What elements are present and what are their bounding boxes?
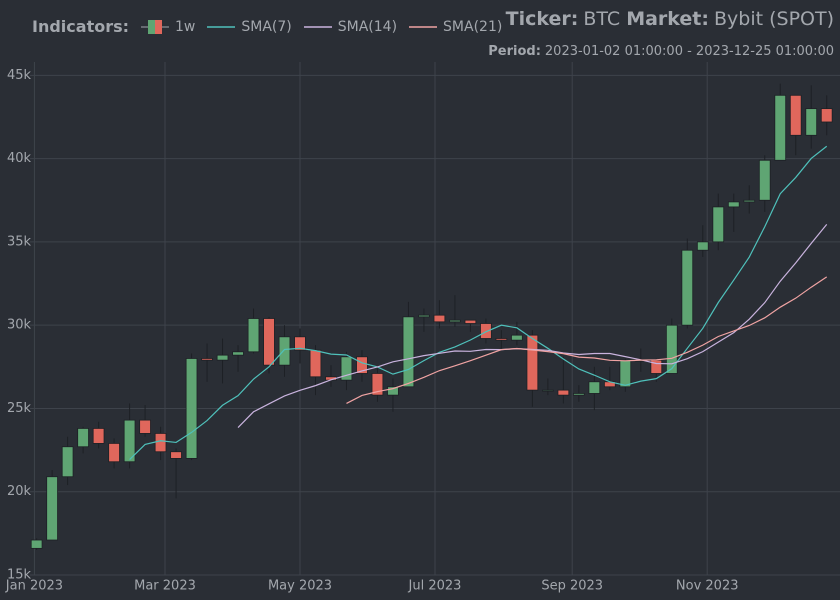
- candle-body: [139, 419, 151, 434]
- legend-swatch: [148, 19, 156, 34]
- candle-body: [480, 323, 492, 339]
- x-tick-label: May 2023: [268, 579, 332, 594]
- candle-body: [263, 318, 275, 366]
- sma-line: [129, 145, 828, 460]
- candle-body: [789, 94, 802, 136]
- legend-item[interactable]: SMA(7): [207, 18, 292, 35]
- candle-body: [418, 314, 430, 318]
- legend-item[interactable]: 1w: [141, 19, 195, 35]
- y-tick-label: 30k: [7, 318, 32, 333]
- candle-body: [774, 94, 787, 161]
- candle-body: [433, 314, 446, 323]
- legend-icon: [409, 25, 438, 28]
- candle-body: [820, 108, 833, 123]
- candle-body: [557, 389, 570, 396]
- candle-body: [805, 108, 818, 136]
- title-value: Bybit (SPOT): [713, 8, 834, 30]
- title-value: BTC: [583, 8, 621, 30]
- legend: Indicators: 1w SMA(7) SMA(14) SMA(21): [32, 17, 514, 36]
- x-tick-label: Nov 2023: [676, 579, 739, 594]
- candle-body: [371, 373, 384, 396]
- legend-swatch: [155, 19, 163, 34]
- candle-body: [340, 356, 353, 381]
- candle-body: [665, 324, 678, 374]
- y-tick-label: 35k: [7, 234, 32, 249]
- candle-body: [712, 206, 725, 243]
- candle-body: [696, 241, 709, 251]
- candle-body: [30, 539, 43, 549]
- candle-body: [511, 334, 523, 341]
- legend-label: 1w: [175, 18, 196, 35]
- y-tick-label: 25k: [7, 401, 32, 416]
- candle-body: [201, 358, 213, 361]
- candle-body: [573, 393, 585, 396]
- legend-icon: [303, 25, 332, 28]
- candles: [30, 83, 833, 551]
- candle-body: [154, 433, 167, 453]
- legend-item[interactable]: SMA(21): [409, 19, 502, 35]
- y-tick-label: 20k: [7, 484, 32, 499]
- candle-body: [526, 334, 539, 391]
- candle-body: [542, 389, 554, 392]
- candle-body: [247, 318, 260, 353]
- candle-body: [232, 351, 244, 356]
- candle-body: [278, 336, 291, 366]
- x-tick-label: Sep 2023: [541, 579, 603, 594]
- candle-body: [309, 349, 322, 378]
- candle-body: [727, 201, 740, 208]
- candle-body: [92, 428, 105, 444]
- chart-title: Ticker: BTC Market: Bybit (SPOT): [506, 8, 834, 30]
- subtitle: Period: 2023-01-02 01:00:00 - 2023-12-25 …: [488, 44, 834, 59]
- candle-body: [46, 476, 58, 541]
- candle-body: [743, 199, 756, 203]
- sma-line: [346, 276, 828, 404]
- y-tick-label: 40k: [7, 151, 32, 166]
- legend-label: SMA(21): [443, 18, 503, 35]
- candle-body: [185, 358, 198, 459]
- candle-body: [216, 354, 229, 361]
- legend-icon: [141, 19, 170, 34]
- candle-body: [356, 356, 368, 374]
- legend-icon: [207, 25, 236, 28]
- period-label: Period:: [488, 44, 541, 59]
- candle-body: [170, 451, 182, 459]
- candle-body: [588, 381, 601, 394]
- candle-body: [449, 319, 461, 323]
- grid: [30, 62, 840, 576]
- legend-label: SMA(7): [241, 18, 292, 35]
- candle-body: [464, 319, 477, 324]
- y-tick-label: 45k: [7, 68, 32, 83]
- candle-body: [681, 249, 694, 326]
- y-tick-label: 15k: [7, 568, 32, 583]
- candle-body: [61, 446, 74, 478]
- candle-body: [619, 359, 632, 388]
- candle-body: [77, 428, 89, 448]
- period-value: 2023-01-02 01:00:00 - 2023-12-25 01:00:0…: [544, 44, 834, 59]
- legend-label: SMA(14): [337, 18, 398, 35]
- candle-body: [402, 316, 415, 388]
- legend-title: Indicators:: [32, 17, 130, 36]
- candle-body: [758, 159, 771, 201]
- title-label: Market:: [626, 8, 709, 30]
- title-label: Ticker:: [505, 8, 579, 30]
- candle-body: [123, 419, 136, 463]
- legend-item[interactable]: SMA(14): [303, 18, 398, 35]
- x-tick-label: Jul 2023: [408, 579, 462, 594]
- candle-body: [387, 386, 399, 396]
- x-tick-label: Jan 2023: [5, 579, 63, 594]
- candle-body: [495, 338, 508, 341]
- x-tick-label: Mar 2023: [134, 579, 196, 594]
- candle-body: [108, 443, 120, 463]
- candle-body: [294, 336, 306, 351]
